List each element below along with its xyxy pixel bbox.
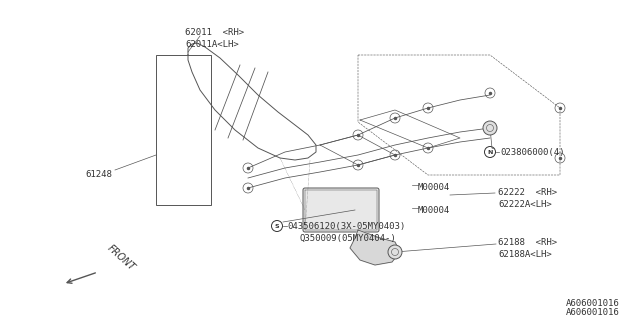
Text: A606001016: A606001016: [566, 308, 620, 317]
Text: A606001016: A606001016: [566, 299, 620, 308]
Text: 62011  <RH>: 62011 <RH>: [185, 28, 244, 37]
Text: Q350009(05MY0404-): Q350009(05MY0404-): [300, 234, 397, 243]
Text: FRONT: FRONT: [105, 243, 136, 273]
Text: 023806000(4): 023806000(4): [500, 148, 564, 156]
Text: M00004: M00004: [418, 206, 451, 215]
Text: 62011A<LH>: 62011A<LH>: [185, 40, 239, 49]
Text: M00004: M00004: [418, 183, 451, 192]
Text: 62222  <RH>: 62222 <RH>: [498, 188, 557, 197]
Text: 62188A<LH>: 62188A<LH>: [498, 250, 552, 259]
Bar: [156, 55, 211, 205]
Text: N: N: [487, 149, 493, 155]
Text: 62222A<LH>: 62222A<LH>: [498, 200, 552, 209]
FancyBboxPatch shape: [303, 188, 379, 232]
Text: 62188  <RH>: 62188 <RH>: [498, 238, 557, 247]
Circle shape: [483, 121, 497, 135]
Text: 043506120(3X-05MY0403): 043506120(3X-05MY0403): [287, 221, 405, 230]
Circle shape: [388, 245, 402, 259]
Text: S: S: [275, 223, 279, 228]
Text: 61248: 61248: [85, 170, 112, 179]
Polygon shape: [350, 230, 400, 265]
